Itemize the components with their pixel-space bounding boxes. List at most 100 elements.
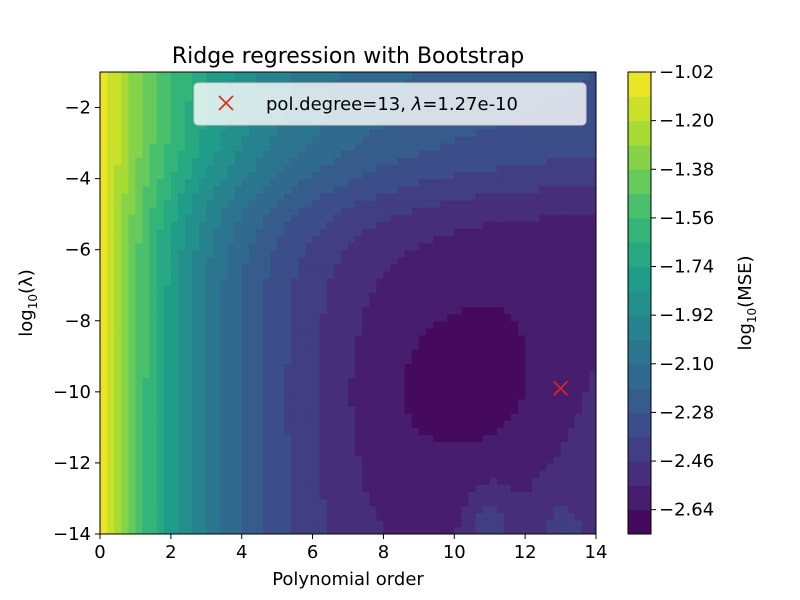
heatmap-cell xyxy=(177,285,186,293)
heatmap-cell xyxy=(475,363,484,372)
heatmap-cell xyxy=(348,384,356,393)
heatmap-cell xyxy=(298,128,307,137)
heatmap-cell xyxy=(567,462,576,471)
heatmap-cell xyxy=(149,114,158,123)
heatmap-cell xyxy=(142,121,151,130)
heatmap-cell xyxy=(475,271,484,279)
heatmap-cell xyxy=(326,448,335,457)
heatmap-cell xyxy=(100,93,108,102)
heatmap-cell xyxy=(107,398,115,407)
heatmap-cell xyxy=(369,519,377,528)
heatmap-cell xyxy=(362,334,370,343)
heatmap-cell xyxy=(588,420,596,428)
heatmap-cell xyxy=(107,214,115,222)
heatmap-cell xyxy=(454,342,462,350)
heatmap-cell xyxy=(199,462,207,471)
heatmap-cell xyxy=(532,72,540,80)
heatmap-cell xyxy=(525,427,533,436)
heatmap-cell xyxy=(397,278,406,286)
heatmap-cell xyxy=(199,519,207,528)
heatmap-cell xyxy=(454,349,462,357)
heatmap-cell xyxy=(496,384,505,393)
heatmap-cell xyxy=(177,86,186,94)
heatmap-cell xyxy=(390,462,399,471)
heatmap-cell xyxy=(199,72,207,80)
heatmap-cell xyxy=(227,320,236,329)
heatmap-cell xyxy=(185,199,193,208)
heatmap-cell xyxy=(397,420,406,428)
heatmap-cell xyxy=(510,384,519,393)
heatmap-cell xyxy=(305,377,314,386)
heatmap-cell xyxy=(404,164,413,173)
heatmap-cell xyxy=(291,484,299,492)
heatmap-cell xyxy=(355,150,363,158)
heatmap-cell xyxy=(553,199,562,208)
heatmap-cell xyxy=(163,292,172,301)
y-axis-label: log10(λ) xyxy=(16,269,40,336)
heatmap-cell xyxy=(241,228,250,237)
heatmap-cell xyxy=(234,143,243,151)
heatmap-cell xyxy=(163,93,172,102)
heatmap-cell xyxy=(418,455,427,464)
heatmap-cell xyxy=(149,349,158,357)
heatmap-cell xyxy=(213,242,222,251)
heatmap-cell xyxy=(482,320,491,329)
heatmap-cell xyxy=(454,491,462,500)
heatmap-cell xyxy=(362,370,370,379)
heatmap-cell xyxy=(532,477,540,485)
heatmap-cell xyxy=(510,377,519,386)
heatmap-cell xyxy=(121,313,129,322)
heatmap-cell xyxy=(340,462,349,471)
heatmap-cell xyxy=(248,271,257,279)
heatmap-cell xyxy=(503,462,512,471)
heatmap-cell xyxy=(510,192,519,201)
heatmap-cell xyxy=(227,135,236,144)
heatmap-cell xyxy=(213,477,222,485)
heatmap-cell xyxy=(418,185,427,194)
heatmap-cell xyxy=(262,413,271,421)
heatmap-cell xyxy=(496,214,505,222)
heatmap-cell xyxy=(525,249,533,258)
heatmap-cell xyxy=(475,143,484,151)
heatmap-cell xyxy=(454,256,462,265)
heatmap-cell xyxy=(262,121,271,130)
heatmap-cell xyxy=(588,143,596,151)
heatmap-cell xyxy=(475,356,484,365)
heatmap-cell xyxy=(489,370,498,379)
heatmap-cell xyxy=(588,164,596,173)
heatmap-cell xyxy=(454,192,462,201)
heatmap-cell xyxy=(383,199,392,208)
heatmap-cell xyxy=(397,235,406,244)
heatmap-cell xyxy=(298,263,307,272)
heatmap-cell xyxy=(468,384,477,393)
heatmap-cell xyxy=(383,370,392,379)
heatmap-cell xyxy=(121,128,129,137)
heatmap-cell xyxy=(319,121,328,130)
heatmap-cell xyxy=(546,242,555,251)
heatmap-cell xyxy=(149,150,158,158)
heatmap-cell xyxy=(518,512,526,521)
heatmap-cell xyxy=(100,342,108,350)
heatmap-cell xyxy=(546,313,555,322)
heatmap-cell xyxy=(326,256,335,265)
heatmap-cell xyxy=(241,519,250,528)
heatmap-cell xyxy=(262,320,271,329)
heatmap-cell xyxy=(185,363,193,372)
heatmap-cell xyxy=(199,356,207,365)
heatmap-cell xyxy=(206,135,214,144)
heatmap-cell xyxy=(220,249,229,258)
heatmap-cell xyxy=(461,406,470,414)
heatmap-cell xyxy=(411,363,420,372)
heatmap-cell xyxy=(532,398,540,407)
heatmap-cell xyxy=(255,235,264,244)
heatmap-cell xyxy=(454,72,462,80)
heatmap-cell xyxy=(241,306,250,315)
heatmap-cell xyxy=(114,171,122,180)
heatmap-cell xyxy=(588,100,596,109)
heatmap-cell xyxy=(312,157,321,165)
heatmap-cell xyxy=(121,327,129,336)
heatmap-cell xyxy=(227,185,236,194)
heatmap-cell xyxy=(425,342,434,350)
heatmap-cell xyxy=(539,214,547,222)
heatmap-cell xyxy=(461,271,470,279)
